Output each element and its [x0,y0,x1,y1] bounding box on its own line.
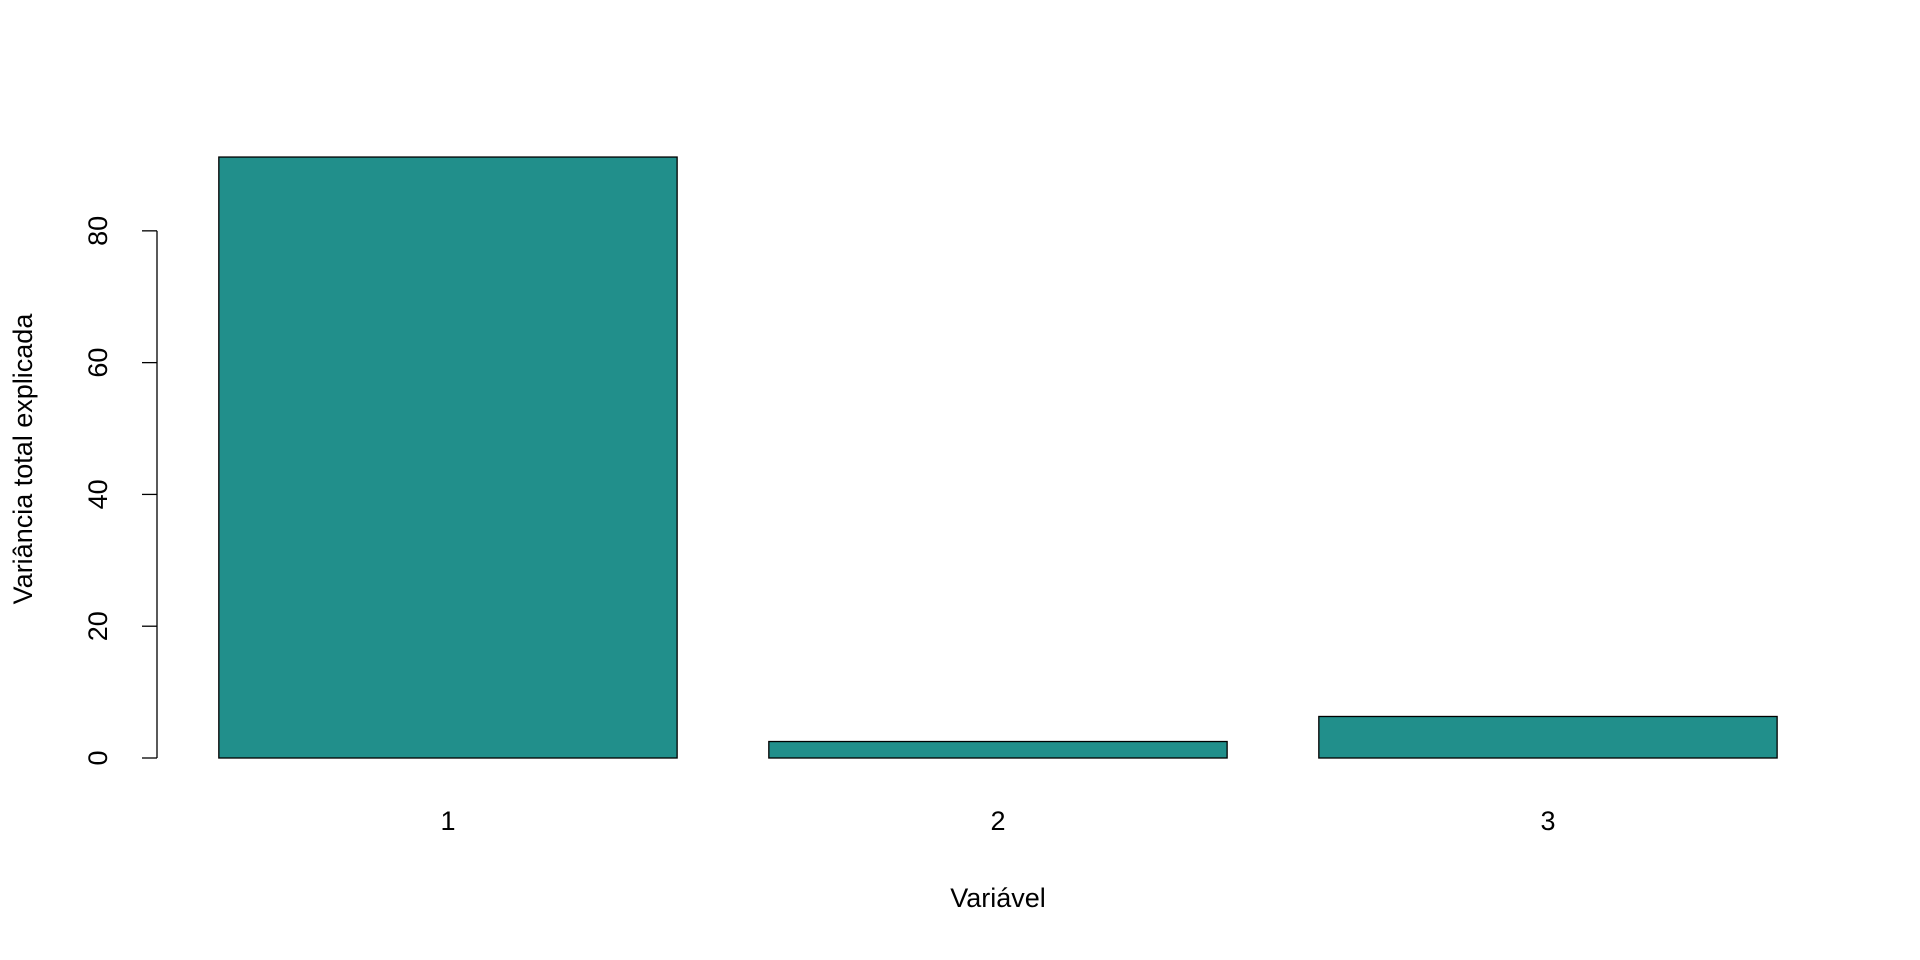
y-tick-label: 20 [83,611,113,641]
bar [218,156,678,759]
bar [1318,715,1778,759]
y-tick-label: 40 [83,479,113,509]
y-tick-label: 60 [83,348,113,378]
x-tick-label: 1 [440,806,455,836]
y-tick-label: 80 [83,216,113,246]
x-axis-title: Variável [950,883,1046,913]
bar [768,740,1228,759]
x-tick-label: 2 [990,806,1005,836]
y-axis-title: Variância total explicada [8,313,38,605]
x-tick-label: 3 [1540,806,1555,836]
y-tick-label: 0 [83,750,113,765]
